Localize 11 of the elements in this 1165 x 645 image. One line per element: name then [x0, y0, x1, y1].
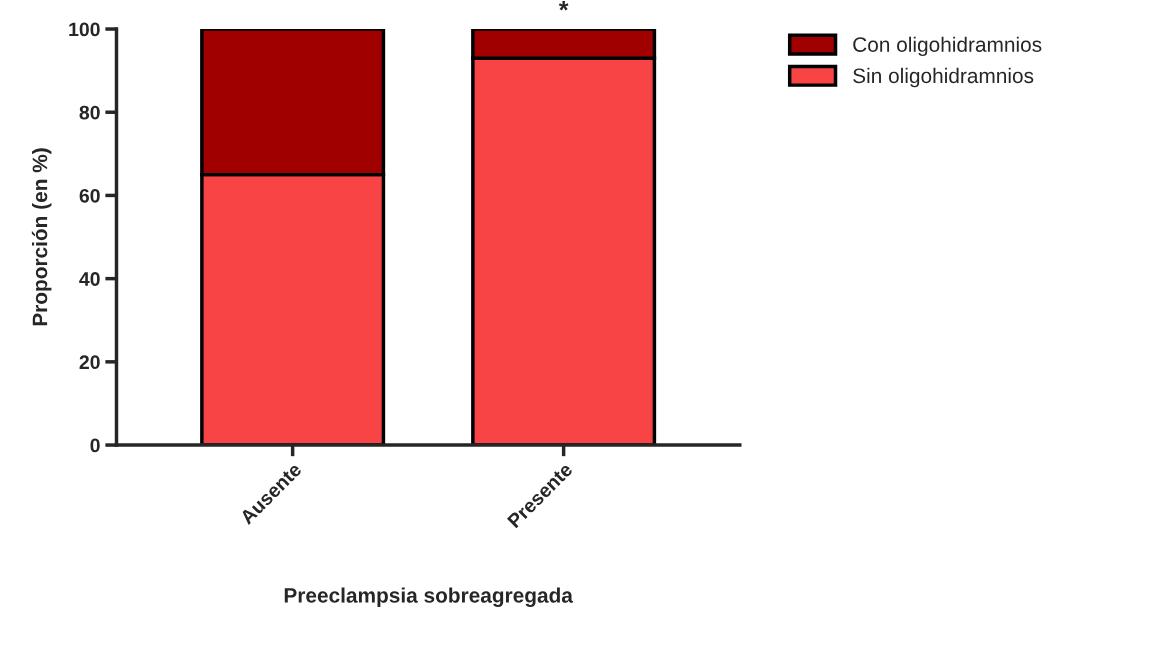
- y-tick-label: 100: [69, 22, 100, 37]
- annotation: *: [558, 1, 569, 11]
- y-axis-title: Proporción (en %): [31, 148, 52, 326]
- legend-label: Sin oligohidramnios: [853, 67, 1034, 88]
- x-axis-title: Preeclampsia sobreagregada: [284, 587, 574, 607]
- y-tick-label: 40: [79, 272, 100, 286]
- legend-label: Con oligohidramnios: [853, 36, 1042, 57]
- y-tick-label: 0: [90, 438, 100, 453]
- y-tick-label: 60: [79, 188, 100, 203]
- y-tick-label: 80: [79, 105, 100, 120]
- y-tick-label: 20: [79, 355, 100, 370]
